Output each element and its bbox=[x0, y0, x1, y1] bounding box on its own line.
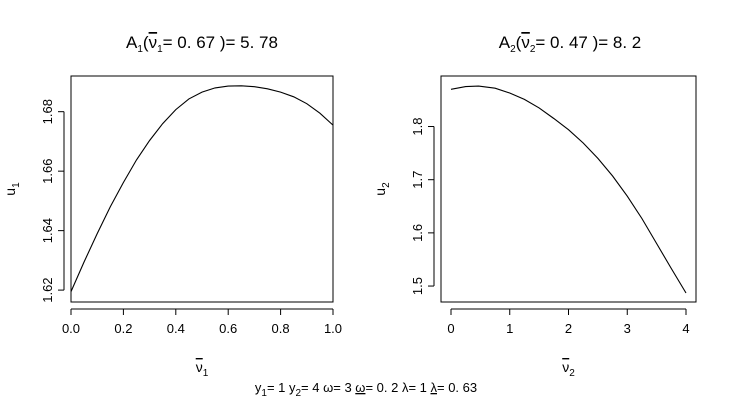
x-tick-label: 0 bbox=[447, 321, 454, 336]
footer-text: ω bbox=[355, 380, 365, 395]
data-line bbox=[450, 85, 687, 294]
x-axis-label: ν1 bbox=[196, 359, 209, 379]
data-line bbox=[70, 85, 334, 292]
x-axis-variable: ν bbox=[196, 359, 203, 375]
chart-title: A2(ν2= 0. 47 )= 8. 2 bbox=[499, 33, 642, 55]
footer-text: = 1 y bbox=[267, 380, 296, 395]
footer-text: = 0. 63 bbox=[437, 380, 477, 395]
footer-subscript: 2 bbox=[295, 388, 301, 399]
y-tick-label: 1.8 bbox=[410, 117, 425, 135]
title-text: = 0. 47 )= 8. 2 bbox=[535, 33, 641, 52]
x-tick-label: 0.4 bbox=[167, 321, 185, 336]
footer-subscript: 1 bbox=[261, 388, 267, 399]
y-axis-label: u2 bbox=[372, 182, 392, 196]
title-text: ( bbox=[516, 33, 522, 52]
footer-text: y bbox=[255, 380, 262, 395]
title-variable: ν bbox=[521, 33, 530, 52]
x-tick-label: 1.0 bbox=[324, 321, 342, 336]
y-tick-label: 1.7 bbox=[410, 171, 425, 189]
y-axis-variable: u bbox=[372, 188, 388, 196]
right-panel: A2(ν2= 0. 47 )= 8. 20 1 2 3 41.51.61.71.8ν2u… bbox=[372, 33, 697, 379]
footer-text: = 0. 2 λ= 1 bbox=[365, 380, 430, 395]
x-axis-variable: ν bbox=[562, 359, 569, 375]
footer-text: = 4 ω= 3 bbox=[301, 380, 355, 395]
title-subscript: 2 bbox=[510, 44, 516, 55]
title-subscript: 1 bbox=[157, 44, 163, 55]
footer-text: λ bbox=[431, 380, 438, 395]
x-tick-label: 3 bbox=[624, 321, 631, 336]
x-axis-subscript: 1 bbox=[203, 368, 209, 379]
x-axis-subscript: 2 bbox=[569, 368, 575, 379]
title-text: = 0. 67 )= 5. 78 bbox=[163, 33, 278, 52]
y-axis-subscript: 2 bbox=[381, 182, 392, 188]
x-axis-label: ν2 bbox=[562, 359, 575, 379]
y-tick-label: 1.5 bbox=[410, 277, 425, 295]
x-tick-label: 0.0 bbox=[62, 321, 80, 336]
y-tick-label: 1.62 bbox=[40, 277, 55, 302]
plot-frame bbox=[440, 75, 697, 303]
chart-title: A1(ν1= 0. 67 )= 5. 78 bbox=[126, 33, 278, 55]
title-text: A bbox=[126, 33, 138, 52]
parameter-footer: y1= 1 y2= 4 ω= 3 ω= 0. 2 λ= 1 λ= 0. 63 bbox=[255, 380, 477, 399]
title-text: A bbox=[499, 33, 511, 52]
plot-frame bbox=[70, 75, 334, 303]
x-tick-label: 0.2 bbox=[114, 321, 132, 336]
y-tick-label: 1.6 bbox=[410, 224, 425, 242]
x-tick-label: 2 bbox=[565, 321, 572, 336]
x-tick-label: 0.6 bbox=[219, 321, 237, 336]
title-subscript: 1 bbox=[137, 44, 143, 55]
y-axis-variable: u bbox=[2, 188, 18, 196]
x-tick-label: 0.8 bbox=[272, 321, 290, 336]
y-tick-label: 1.68 bbox=[40, 99, 55, 124]
title-subscript: 2 bbox=[530, 44, 536, 55]
title-variable: ν bbox=[149, 33, 158, 52]
y-tick-label: 1.66 bbox=[40, 159, 55, 184]
y-tick-label: 1.64 bbox=[40, 218, 55, 243]
y-axis-label: u1 bbox=[2, 182, 22, 196]
y-axis-subscript: 1 bbox=[11, 182, 22, 188]
title-text: ( bbox=[143, 33, 149, 52]
x-tick-label: 1 bbox=[506, 321, 513, 336]
x-tick-label: 4 bbox=[682, 321, 689, 336]
left-panel: A1(ν1= 0. 67 )= 5. 780.0 0.2 0.4 0.6 0.8 1.01… bbox=[2, 33, 342, 379]
